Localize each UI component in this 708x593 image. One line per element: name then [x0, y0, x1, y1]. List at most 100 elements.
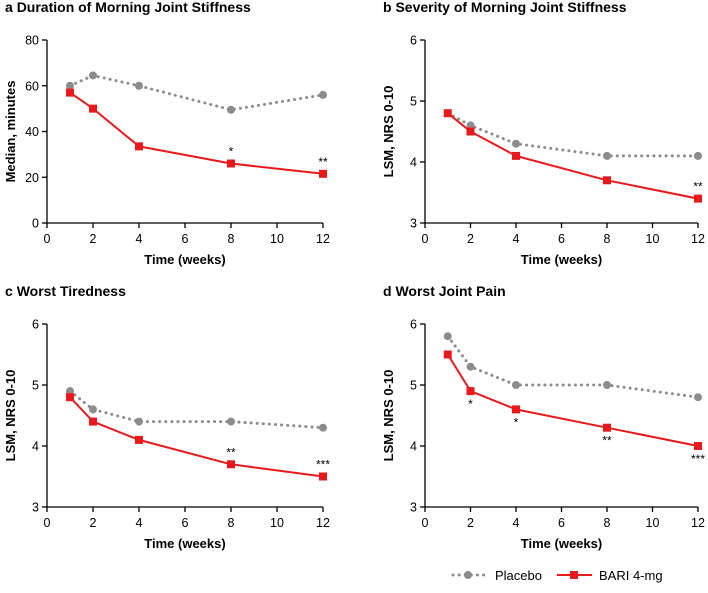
y-tick-label: 20 — [25, 171, 39, 185]
y-axis-title: LSM, NRS 0-10 — [3, 370, 18, 462]
placebo-point — [319, 90, 327, 99]
bari-point — [694, 194, 702, 203]
y-tick-label: 4 — [410, 440, 417, 454]
panel-d: d Worst Joint Pain 3 4 5 6 0 2 4 6 8 10 12 Time (wee… — [381, 283, 705, 551]
placebo-point — [66, 81, 74, 90]
bari-point — [466, 127, 475, 136]
y-tick-label: 0 — [32, 217, 39, 231]
bari-point — [135, 142, 143, 151]
placebo-point — [66, 387, 74, 396]
bari-point — [319, 169, 327, 178]
x-tick-label: 2 — [467, 516, 474, 530]
placebo-point — [89, 71, 97, 80]
placebo-point — [694, 151, 702, 160]
panel-a: a Duration of Morning Joint Stiffness 0 20… — [3, 0, 330, 267]
bari-point — [135, 435, 143, 444]
legend-bari-marker — [570, 571, 578, 579]
x-tick-label: 0 — [422, 232, 429, 246]
x-tick-label: 6 — [182, 232, 189, 246]
y-tick-label: 5 — [410, 95, 417, 109]
x-tick-label: 10 — [646, 516, 660, 530]
panel-title-text: Severity of Morning Joint Stiffness — [395, 0, 626, 15]
placebo-series-line — [68, 389, 325, 430]
placebo-point — [135, 81, 143, 90]
y-tick-label: 3 — [410, 217, 417, 231]
significance-marker: ** — [693, 180, 703, 194]
x-tick-label: 2 — [467, 232, 474, 246]
panel-letter: a — [5, 0, 17, 15]
panel-title: d Worst Joint Pain — [383, 283, 506, 299]
placebo-point — [227, 105, 235, 114]
panel-letter: b — [383, 0, 395, 15]
y-tick-label: 6 — [32, 318, 39, 332]
x-tick-label: 2 — [90, 232, 97, 246]
significance-marker: * — [229, 145, 234, 159]
panel-title-text: Worst Tiredness — [17, 283, 126, 299]
significance-marker: *** — [316, 458, 330, 472]
placebo-point — [89, 405, 97, 414]
panel-b: b Severity of Morning Joint Stiffness 3 4 5… — [381, 0, 705, 267]
significance-marker: ** — [602, 434, 612, 448]
y-tick-label: 3 — [410, 501, 417, 515]
x-tick-label: 12 — [316, 516, 330, 530]
y-tick-label: 6 — [410, 318, 417, 332]
placebo-point — [694, 393, 702, 402]
y-axis-title: LSM, NRS 0-10 — [381, 86, 396, 178]
y-tick-label: 5 — [32, 379, 39, 393]
y-tick-label: 60 — [25, 79, 39, 93]
bari-series-line — [446, 353, 699, 447]
bari-series-line — [69, 91, 324, 175]
x-tick-label: 8 — [228, 232, 235, 246]
placebo-series-line — [68, 74, 325, 112]
panel-title: c Worst Tiredness — [5, 283, 126, 299]
legend-bari-label: BARI 4-mg — [599, 568, 663, 583]
placebo-point — [512, 139, 520, 148]
placebo-point — [466, 121, 475, 130]
significance-marker: ** — [318, 155, 328, 169]
bari-point — [512, 151, 520, 160]
bari-point — [443, 109, 452, 118]
legend-placebo-label: Placebo — [495, 568, 542, 583]
x-tick-label: 0 — [422, 516, 429, 530]
x-tick-label: 2 — [90, 516, 97, 530]
bari-point — [443, 350, 452, 359]
y-axis-title: LSM, NRS 0-10 — [381, 370, 396, 462]
bari-point — [89, 417, 97, 426]
x-tick-label: 8 — [604, 516, 611, 530]
panel-letter: c — [5, 283, 17, 299]
y-tick-label: 4 — [32, 440, 39, 454]
significance-marker: * — [514, 415, 519, 429]
significance-marker: *** — [691, 452, 705, 466]
significance-marker: ** — [226, 445, 236, 459]
x-tick-label: 12 — [316, 232, 330, 246]
x-axis-title: Time (weeks) — [521, 536, 602, 551]
y-tick-label: 40 — [25, 125, 39, 139]
x-axis-title: Time (weeks) — [144, 536, 225, 551]
x-axis-title: Time (weeks) — [144, 252, 225, 267]
placebo-point — [135, 417, 143, 426]
panel-title: b Severity of Morning Joint Stiffness — [383, 0, 627, 15]
placebo-series-line — [446, 111, 700, 158]
x-tick-label: 12 — [691, 232, 705, 246]
placebo-point — [319, 423, 327, 432]
panel-title-text: Duration of Morning Joint Stiffness — [17, 0, 251, 15]
x-tick-label: 10 — [270, 232, 284, 246]
bari-point — [227, 460, 235, 469]
x-tick-label: 10 — [646, 232, 660, 246]
bari-point — [603, 176, 611, 185]
placebo-point — [603, 381, 611, 389]
bari-point — [466, 387, 475, 396]
y-tick-label: 3 — [32, 501, 39, 515]
y-tick-label: 4 — [410, 156, 417, 170]
placebo-point — [466, 362, 475, 371]
x-tick-label: 8 — [228, 516, 235, 530]
bari-point — [512, 405, 520, 414]
x-tick-label: 4 — [513, 232, 520, 246]
x-tick-label: 8 — [604, 232, 611, 246]
bari-point — [89, 104, 97, 113]
legend-placebo-marker — [464, 571, 472, 579]
y-tick-label: 80 — [25, 34, 39, 48]
significance-marker: * — [468, 397, 473, 411]
